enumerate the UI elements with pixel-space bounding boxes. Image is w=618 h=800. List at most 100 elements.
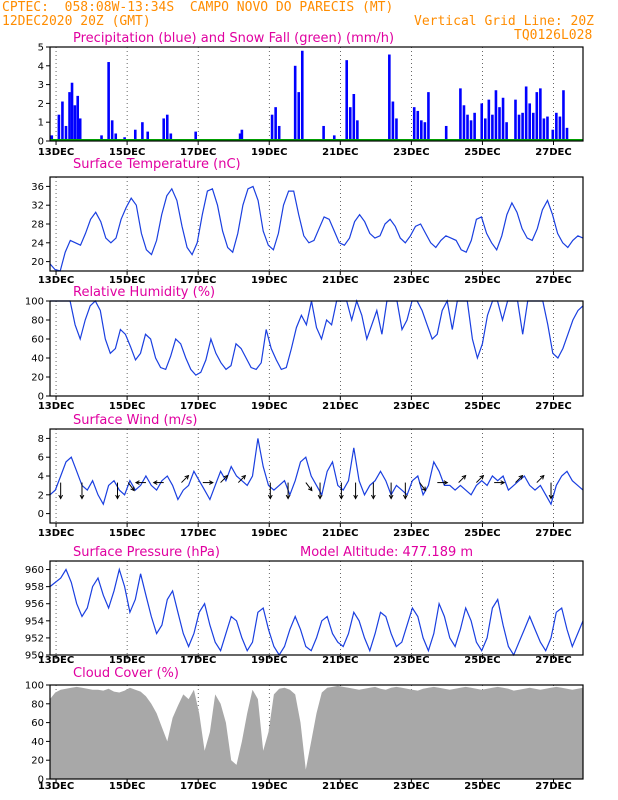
x-tick-label-3: 19DEC [251, 781, 287, 792]
precip-bar-2 [61, 101, 64, 141]
header-station-line: CPTEC: 058:08W-13:34S CAMPO NOVO DO PARE… [2, 0, 394, 15]
y-tick-label-5: 100 [25, 681, 44, 692]
precip-bar-55 [501, 97, 505, 141]
wind-arrow-head-7 [209, 480, 214, 485]
wind-arrow-head-14 [339, 494, 344, 500]
precip-bar-53 [494, 90, 498, 141]
wind-arrow-25 [536, 475, 545, 483]
precip-bar-56 [505, 122, 508, 141]
precip-bar-38 [412, 107, 416, 141]
y-tick-label-3: 6 [38, 453, 44, 464]
precip-bar-17 [162, 118, 166, 141]
x-tick-label-0: 13DEC [38, 528, 74, 539]
precip-bar-61 [528, 103, 531, 141]
y-tick-label-4: 958 [25, 582, 44, 593]
header-date-line: 12DEC2020 20Z (GMT) [2, 14, 151, 29]
x-tick-label-1: 15DEC [109, 528, 145, 539]
x-tick-label-4: 21DEC [322, 401, 358, 412]
precip-bar-12 [114, 133, 118, 141]
x-tick-label-2: 17DEC [180, 528, 216, 539]
x-tick-label-0: 13DEC [38, 147, 74, 158]
wind-arrow-head-18 [402, 494, 408, 500]
x-tick-label-1: 15DEC [109, 401, 145, 412]
wind-arrow-head-9 [241, 474, 247, 480]
x-tick-label-5: 23DEC [393, 147, 429, 158]
x-tick-label-5: 23DEC [393, 275, 429, 286]
x-tick-label-1: 15DEC [109, 781, 145, 792]
x-tick-label-4: 21DEC [322, 655, 358, 666]
y-tick-label-0: 0 [38, 509, 44, 520]
precip-bar-70 [562, 90, 565, 141]
precip-bar-64 [539, 88, 542, 141]
wind-arrow-head-2 [115, 494, 120, 500]
y-tick-label-3: 60 [31, 718, 44, 729]
precip-bar-66 [546, 116, 549, 141]
wind-arrow-head-15 [353, 494, 358, 500]
precip-bar-30 [332, 135, 336, 141]
panel-frame-5 [49, 684, 584, 780]
wind-arrow-6 [181, 475, 189, 483]
precip-bar-19 [169, 133, 173, 141]
precip-bar-9 [100, 135, 103, 141]
precip-bar-45 [462, 105, 466, 141]
x-tick-label-5: 23DEC [393, 781, 429, 792]
x-tick-label-6: 25DEC [464, 781, 500, 792]
precip-bar-42 [427, 92, 430, 141]
precip-bar-52 [491, 114, 494, 141]
precip-bar-54 [498, 107, 501, 141]
wind-arrow-head-6 [184, 474, 190, 480]
y-tick-label-2: 2 [38, 99, 44, 110]
precip-bar-50 [483, 118, 487, 141]
precip-bar-18 [165, 114, 169, 141]
wind-arrow-head-12 [307, 486, 313, 492]
wind-arrow-head-25 [539, 474, 545, 480]
y-tick-label-5: 960 [25, 565, 44, 576]
precip-bar-11 [110, 120, 114, 141]
wind-arrow-head-22 [479, 474, 485, 480]
panel-1: 20 24 28 32 36 13DEC 15DEC 17DEC 19DEC 21DEC 23DEC… [31, 157, 584, 286]
wind-arrow-24 [515, 475, 523, 483]
precip-bar-5 [70, 82, 74, 141]
panel-4: 950 952 954 956 958 960 13DEC 15DEC 17DEC 19DEC 21… [25, 545, 584, 666]
wind-arrow-head-17 [388, 494, 394, 500]
x-tick-label-4: 21DEC [322, 528, 358, 539]
x-tick-label-7: 27DEC [535, 275, 571, 286]
precip-bar-48 [473, 112, 476, 141]
wind-arrow-head-10 [267, 494, 273, 500]
precip-bar-49 [480, 103, 484, 141]
wind-arrow-22 [476, 475, 484, 483]
panel-frame-4 [49, 560, 584, 656]
precip-bar-46 [466, 114, 469, 141]
x-tick-label-4: 21DEC [322, 147, 358, 158]
precip-bar-3 [64, 125, 68, 141]
precip-bar-15 [141, 122, 144, 141]
precip-bar-62 [531, 112, 535, 141]
wind-arrow-head-8 [223, 474, 229, 480]
precip-bar-60 [524, 86, 528, 141]
x-tick-label-1: 15DEC [109, 275, 145, 286]
x-tick-label-0: 13DEC [38, 781, 74, 792]
y-tick-label-2: 28 [31, 220, 44, 231]
x-tick-label-1: 15DEC [109, 655, 145, 666]
precip-bar-43 [444, 125, 448, 141]
x-tick-label-7: 27DEC [535, 401, 571, 412]
x-tick-label-4: 21DEC [322, 781, 358, 792]
x-tick-label-5: 23DEC [393, 528, 429, 539]
wind-arrow-21 [458, 475, 466, 483]
precip-bar-31 [345, 60, 349, 141]
wind-arrow-head-16 [370, 494, 376, 500]
x-tick-label-4: 21DEC [322, 275, 358, 286]
y-tick-label-1: 24 [31, 238, 44, 249]
y-tick-label-1: 20 [31, 756, 44, 767]
wind-arrow-head-21 [461, 474, 467, 480]
panel-frame-2 [49, 300, 584, 397]
x-tick-label-6: 25DEC [464, 401, 500, 412]
x-tick-label-6: 25DEC [464, 147, 500, 158]
y-tick-label-2: 4 [38, 472, 44, 483]
x-tick-label-7: 27DEC [535, 528, 571, 539]
series-line-3 [49, 438, 584, 506]
wind-arrow-head-19 [421, 486, 427, 492]
precip-bar-41 [423, 122, 427, 141]
precip-bar-67 [551, 129, 555, 141]
